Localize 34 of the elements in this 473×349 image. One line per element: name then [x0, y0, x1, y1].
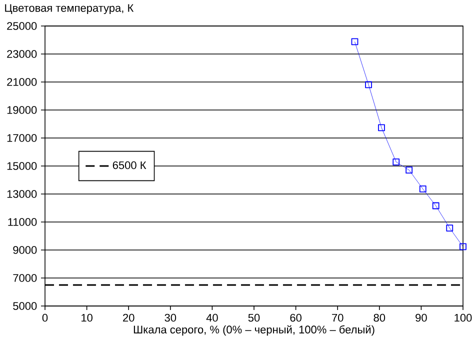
x-tick-label: 90 [416, 314, 427, 322]
y-tick-label: 23000 [7, 50, 37, 58]
y-tick-label: 25000 [7, 22, 37, 30]
y-tick-label: 19000 [7, 106, 37, 114]
legend-label: 6500 К [112, 161, 146, 170]
x-tick-label: 70 [332, 314, 344, 322]
y-axis-title: Цветовая температура, К [5, 4, 134, 14]
point [392, 158, 400, 166]
x-axis-title: Шкала серого, % (0% – черный, 100% – белый) [134, 325, 374, 336]
point [378, 124, 385, 132]
x-tick-label: 100 [454, 314, 472, 322]
x-tick-label: 0 [42, 314, 48, 322]
point [406, 166, 413, 174]
x-tick-label: 50 [248, 314, 260, 322]
x-tick-label: 10 [82, 314, 92, 322]
y-tick-label: 15000 [7, 162, 37, 170]
x-tick-label: 30 [164, 314, 176, 322]
point [365, 81, 372, 88]
y-tick-label: 13000 [7, 190, 37, 198]
point [432, 202, 440, 210]
y-tick-label: 7000 [13, 274, 37, 282]
y-tick-label: 9000 [13, 246, 37, 254]
x-tick-label: 20 [123, 314, 134, 322]
y-tick-label: 11000 [8, 218, 37, 226]
point [351, 38, 358, 46]
x-tick-label: 80 [374, 314, 386, 322]
point [419, 186, 426, 192]
point [460, 243, 466, 250]
y-tick-label: 5000 [13, 302, 37, 310]
x-tick-label: 60 [290, 314, 302, 322]
y-tick-label: 21000 [7, 78, 37, 86]
y-tick-label: 17000 [7, 134, 37, 142]
point [446, 224, 454, 232]
x-tick-label: 40 [206, 314, 218, 322]
